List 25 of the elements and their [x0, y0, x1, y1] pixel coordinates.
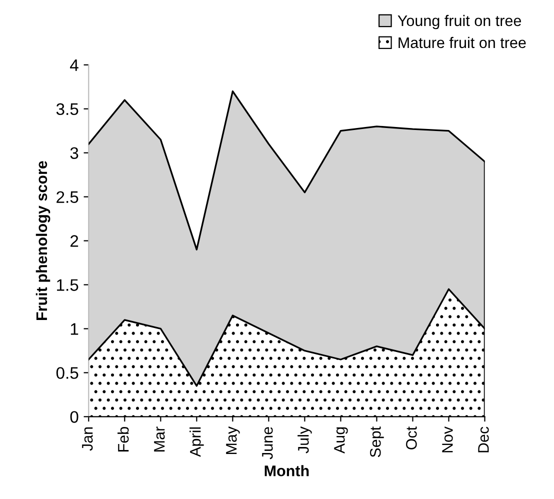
y-tick-label: 3	[70, 147, 78, 160]
x-tick-label: June	[262, 427, 273, 460]
x-tick-label: July	[298, 426, 312, 454]
x-tick-label: Oct	[406, 426, 417, 450]
x-tick-label: Sept	[370, 426, 384, 458]
y-tick-label: 3.5	[56, 103, 78, 116]
legend-label: Mature fruit on tree	[398, 36, 526, 48]
x-tick-label: Feb	[118, 427, 129, 452]
y-axis-title: Fruit phenology score	[36, 161, 50, 320]
y-tick-label: 1	[70, 323, 78, 335]
x-tick-label: Mar	[154, 426, 165, 452]
x-tick-label: Nov	[442, 426, 453, 452]
y-tick-label: 4	[70, 59, 78, 71]
x-tick-label: April	[190, 427, 204, 457]
y-tick-label: 1.5	[57, 279, 78, 291]
y-tick-label: 0	[70, 411, 78, 423]
y-tick-label: 0.5	[56, 367, 78, 379]
legend-label: Young fruit on tree	[398, 14, 522, 30]
y-tick-label: 2	[70, 235, 78, 247]
y-tick-label: 2.5	[56, 191, 78, 203]
x-tick-label: May	[226, 426, 240, 454]
x-axis-title: Month	[264, 465, 309, 476]
x-tick-label: Jan	[82, 427, 93, 451]
x-tick-label: Aug	[334, 427, 348, 454]
x-tick-label: Dec	[478, 426, 489, 452]
